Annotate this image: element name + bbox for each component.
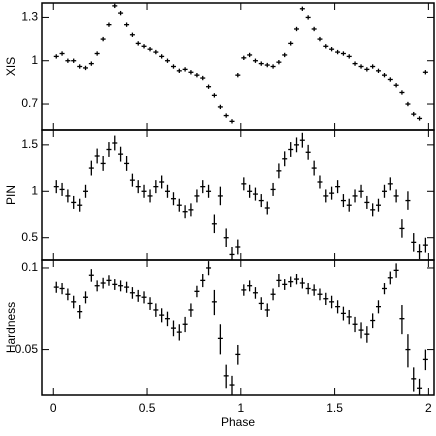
y-tick-label: 1 bbox=[31, 183, 38, 197]
x-tick-label: 1 bbox=[237, 401, 244, 415]
x-tick-label: 0 bbox=[50, 401, 57, 415]
x-tick-label: 1.5 bbox=[326, 401, 343, 415]
panel: XIS 0.7 1 1.3 bbox=[4, 2, 435, 131]
panel-frame bbox=[41, 259, 435, 396]
x-axis-label: Phase bbox=[221, 415, 255, 429]
x-tick-label: 2 bbox=[425, 401, 432, 415]
y-axis-label: XIS bbox=[4, 57, 18, 76]
y-tick-label: 1.5 bbox=[21, 137, 38, 151]
x-tick-label: 0.5 bbox=[139, 401, 156, 415]
y-axis-label: Hardness bbox=[4, 302, 18, 353]
y-tick-label: 0.5 bbox=[21, 230, 38, 244]
y-tick-label: 0.1 bbox=[21, 260, 38, 274]
y-tick-label: 1 bbox=[31, 53, 38, 67]
panel-frame bbox=[41, 2, 435, 131]
y-axis-label: PIN bbox=[4, 185, 18, 205]
panel: PIN 0.5 1 1.5 bbox=[4, 129, 435, 261]
y-tick-label: 0.05 bbox=[15, 342, 39, 356]
y-tick-label: 1.3 bbox=[21, 10, 38, 24]
y-tick-label: 0.7 bbox=[21, 96, 38, 110]
